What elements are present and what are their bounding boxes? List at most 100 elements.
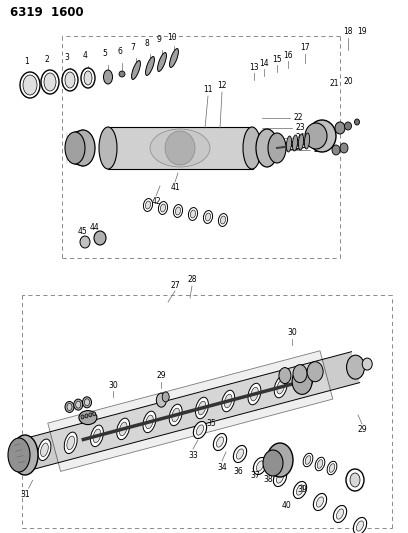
Ellipse shape — [146, 415, 153, 429]
Ellipse shape — [160, 204, 166, 212]
Ellipse shape — [41, 70, 59, 94]
Ellipse shape — [84, 71, 92, 85]
Ellipse shape — [256, 129, 278, 167]
Text: 27: 27 — [170, 280, 180, 289]
Ellipse shape — [279, 368, 291, 384]
Ellipse shape — [120, 422, 127, 436]
Text: 31: 31 — [21, 490, 31, 499]
Ellipse shape — [332, 145, 340, 155]
Ellipse shape — [93, 429, 101, 443]
Text: 30: 30 — [287, 328, 297, 337]
Text: 1: 1 — [24, 58, 29, 67]
Ellipse shape — [304, 133, 310, 149]
Text: 12: 12 — [217, 82, 227, 91]
Text: 45: 45 — [77, 228, 87, 237]
Text: 42: 42 — [151, 198, 161, 206]
Text: 6319  1600: 6319 1600 — [10, 5, 84, 19]
Ellipse shape — [298, 134, 304, 150]
Ellipse shape — [277, 380, 284, 394]
Ellipse shape — [131, 61, 140, 79]
Ellipse shape — [158, 201, 168, 214]
Ellipse shape — [357, 521, 364, 531]
Ellipse shape — [85, 414, 88, 418]
Ellipse shape — [165, 131, 195, 165]
Text: 13: 13 — [249, 63, 259, 72]
Ellipse shape — [191, 210, 195, 218]
Ellipse shape — [170, 49, 178, 68]
Ellipse shape — [340, 143, 348, 153]
Ellipse shape — [71, 130, 95, 166]
Ellipse shape — [273, 470, 287, 487]
Ellipse shape — [315, 457, 325, 471]
Text: 40: 40 — [282, 500, 292, 510]
Ellipse shape — [327, 461, 337, 475]
Ellipse shape — [268, 133, 286, 163]
Text: 21: 21 — [329, 79, 339, 88]
Ellipse shape — [267, 443, 293, 477]
Ellipse shape — [317, 459, 323, 469]
Text: 26: 26 — [313, 146, 323, 155]
Text: 20: 20 — [343, 77, 353, 86]
Ellipse shape — [233, 446, 247, 463]
Ellipse shape — [145, 201, 151, 209]
Ellipse shape — [293, 481, 307, 498]
Ellipse shape — [38, 439, 51, 461]
Ellipse shape — [337, 509, 344, 519]
Ellipse shape — [213, 433, 226, 450]
Ellipse shape — [157, 53, 166, 71]
Ellipse shape — [300, 369, 313, 391]
Ellipse shape — [81, 68, 95, 88]
Text: 34: 34 — [217, 463, 227, 472]
Ellipse shape — [216, 437, 224, 447]
Text: 22: 22 — [293, 114, 303, 123]
Text: 16: 16 — [283, 52, 293, 61]
Ellipse shape — [8, 438, 30, 472]
Ellipse shape — [353, 518, 367, 533]
Text: 30: 30 — [109, 381, 118, 390]
Ellipse shape — [173, 205, 182, 217]
Ellipse shape — [143, 411, 156, 433]
Ellipse shape — [175, 207, 181, 215]
Text: 41: 41 — [170, 183, 180, 192]
Ellipse shape — [350, 473, 360, 487]
Ellipse shape — [303, 373, 311, 387]
Ellipse shape — [65, 401, 74, 413]
Ellipse shape — [195, 397, 208, 419]
Ellipse shape — [80, 236, 90, 248]
Ellipse shape — [119, 71, 125, 77]
Ellipse shape — [204, 211, 213, 223]
Text: 6: 6 — [118, 47, 122, 56]
Ellipse shape — [146, 56, 155, 76]
Ellipse shape — [263, 450, 283, 476]
Ellipse shape — [84, 399, 89, 406]
Text: 28: 28 — [187, 276, 197, 285]
Ellipse shape — [243, 127, 261, 169]
Ellipse shape — [12, 435, 38, 475]
Ellipse shape — [218, 214, 228, 227]
Text: 7: 7 — [131, 44, 135, 52]
Text: 44: 44 — [90, 223, 100, 232]
Text: 37: 37 — [250, 472, 260, 481]
Ellipse shape — [91, 425, 103, 447]
Text: 19: 19 — [357, 28, 367, 36]
Text: 38: 38 — [263, 475, 273, 484]
Text: 3: 3 — [64, 53, 69, 62]
Ellipse shape — [251, 387, 258, 401]
Ellipse shape — [193, 422, 206, 439]
Text: 4: 4 — [82, 52, 87, 61]
Ellipse shape — [293, 365, 307, 383]
Ellipse shape — [65, 132, 85, 164]
Ellipse shape — [198, 401, 206, 415]
Ellipse shape — [277, 473, 284, 483]
Ellipse shape — [346, 355, 365, 379]
Ellipse shape — [41, 443, 48, 457]
Bar — [108, 127, 253, 169]
Text: 36: 36 — [233, 467, 243, 477]
Ellipse shape — [150, 129, 210, 167]
Ellipse shape — [89, 413, 92, 417]
Ellipse shape — [74, 399, 83, 410]
Ellipse shape — [346, 469, 364, 491]
Ellipse shape — [169, 404, 182, 426]
Text: 8: 8 — [144, 39, 149, 49]
Ellipse shape — [188, 207, 197, 221]
